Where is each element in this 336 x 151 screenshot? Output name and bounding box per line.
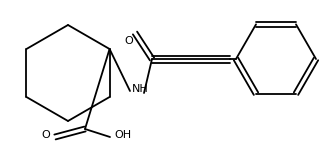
Text: NH: NH (132, 84, 149, 94)
Text: O: O (42, 130, 50, 140)
Text: OH: OH (115, 130, 132, 140)
Text: O: O (125, 36, 133, 46)
